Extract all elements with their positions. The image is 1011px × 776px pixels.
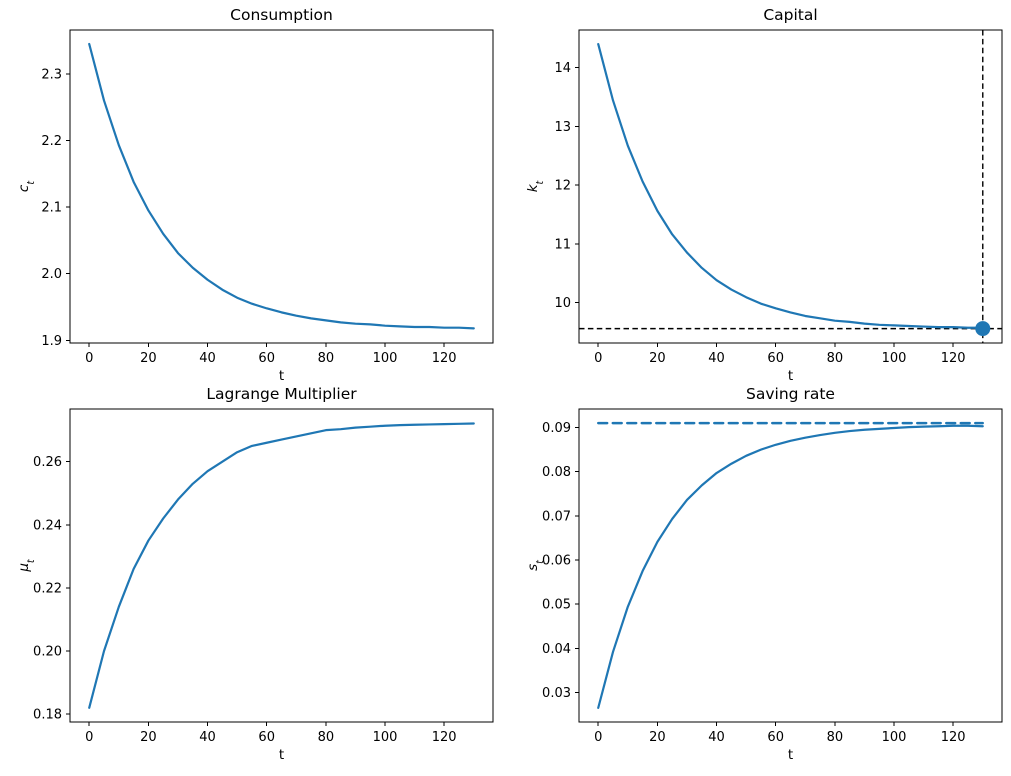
y-tick-label: 0.09 — [542, 421, 571, 436]
x-axis-label: t — [788, 747, 793, 763]
x-tick-label: 80 — [318, 351, 335, 366]
x-tick-label: 80 — [827, 730, 844, 745]
y-axis-label: st — [525, 560, 546, 571]
y-tick-label: 0.06 — [542, 553, 571, 568]
x-tick-label: 100 — [373, 351, 398, 366]
y-tick-label: 11 — [554, 237, 571, 252]
y-tick-label: 0.24 — [33, 518, 62, 533]
x-tick-label: 20 — [649, 351, 666, 366]
y-tick-label: 2.1 — [41, 201, 62, 216]
x-tick-label: 60 — [258, 730, 275, 745]
x-tick-label: 0 — [85, 730, 93, 745]
consumption-path — [88, 42, 475, 330]
y-tick-label: 0.03 — [542, 686, 571, 701]
x-tick-label: 80 — [827, 351, 844, 366]
x-axis-label: t — [279, 368, 284, 384]
axes-spines — [578, 29, 1003, 344]
x-tick-label: 60 — [258, 351, 275, 366]
y-tick-label: 1.9 — [41, 334, 62, 349]
y-tick-label: 0.08 — [542, 465, 571, 480]
plot-title: Saving rate — [746, 385, 835, 403]
subplot-consumption: 0 20 40 60 80 100 120 1.9 2.0 2.1 2.2 2.3 Consumptio… — [16, 6, 494, 384]
subplot-saving-rate: 0 20 40 60 80 100 120 0.03 0.04 0.05 0.06 0.07 0.08 0… — [525, 385, 1003, 763]
x-tick-label: 100 — [373, 730, 398, 745]
capital-path — [597, 42, 984, 329]
saving-rate-path — [597, 424, 984, 709]
x-tick-label: 20 — [649, 730, 666, 745]
axes-spines — [69, 408, 494, 723]
y-tick-label: 0.26 — [33, 455, 62, 470]
y-tick-label: 2.2 — [41, 134, 62, 149]
subplot-lagrange-multiplier: 0 20 40 60 80 100 120 0.18 0.20 0.22 0.24 0.26 Lagra… — [16, 385, 494, 763]
plot-title: Lagrange Multiplier — [206, 385, 357, 403]
x-tick-label: 0 — [594, 351, 602, 366]
x-tick-label: 40 — [708, 351, 725, 366]
x-tick-label: 80 — [318, 730, 335, 745]
subplot-capital: 0 20 40 60 80 100 120 10 11 12 13 14 Capital t kt — [525, 6, 1003, 384]
y-tick-label: 0.18 — [33, 708, 62, 723]
x-tick-label: 40 — [199, 351, 216, 366]
plot-title: Capital — [763, 6, 817, 24]
x-tick-label: 100 — [882, 351, 907, 366]
x-tick-label: 0 — [594, 730, 602, 745]
x-tick-label: 20 — [140, 730, 157, 745]
x-tick-label: 0 — [85, 351, 93, 366]
lagrange-multiplier-path — [88, 422, 475, 709]
x-tick-label: 40 — [708, 730, 725, 745]
x-axis-label: t — [279, 747, 284, 763]
x-tick-label: 120 — [432, 730, 457, 745]
y-tick-label: 0.07 — [542, 509, 571, 524]
y-tick-label: 0.22 — [33, 581, 62, 596]
y-tick-label: 2.3 — [41, 67, 62, 82]
plot-title: Consumption — [230, 6, 333, 24]
y-tick-label: 0.04 — [542, 642, 571, 657]
x-axis-label: t — [788, 368, 793, 384]
axes-spines — [69, 29, 494, 344]
y-axis-label: ct — [16, 181, 37, 192]
y-tick-label: 13 — [554, 120, 571, 135]
x-tick-label: 60 — [767, 351, 784, 366]
y-tick-label: 14 — [554, 61, 571, 76]
y-tick-label: 12 — [554, 179, 571, 194]
y-tick-label: 0.05 — [542, 598, 571, 613]
x-tick-label: 60 — [767, 730, 784, 745]
x-tick-label: 100 — [882, 730, 907, 745]
x-tick-label: 20 — [140, 351, 157, 366]
y-tick-label: 0.20 — [33, 645, 62, 660]
y-axis-label: μt — [16, 559, 37, 573]
x-tick-label: 120 — [941, 730, 966, 745]
x-tick-label: 40 — [199, 730, 216, 745]
y-axis-label: kt — [525, 180, 546, 192]
steady-state-point — [975, 321, 991, 337]
x-tick-label: 120 — [941, 351, 966, 366]
y-tick-label: 2.0 — [41, 267, 62, 282]
x-tick-label: 120 — [432, 351, 457, 366]
y-tick-label: 10 — [554, 296, 571, 311]
axes-spines — [578, 408, 1003, 723]
